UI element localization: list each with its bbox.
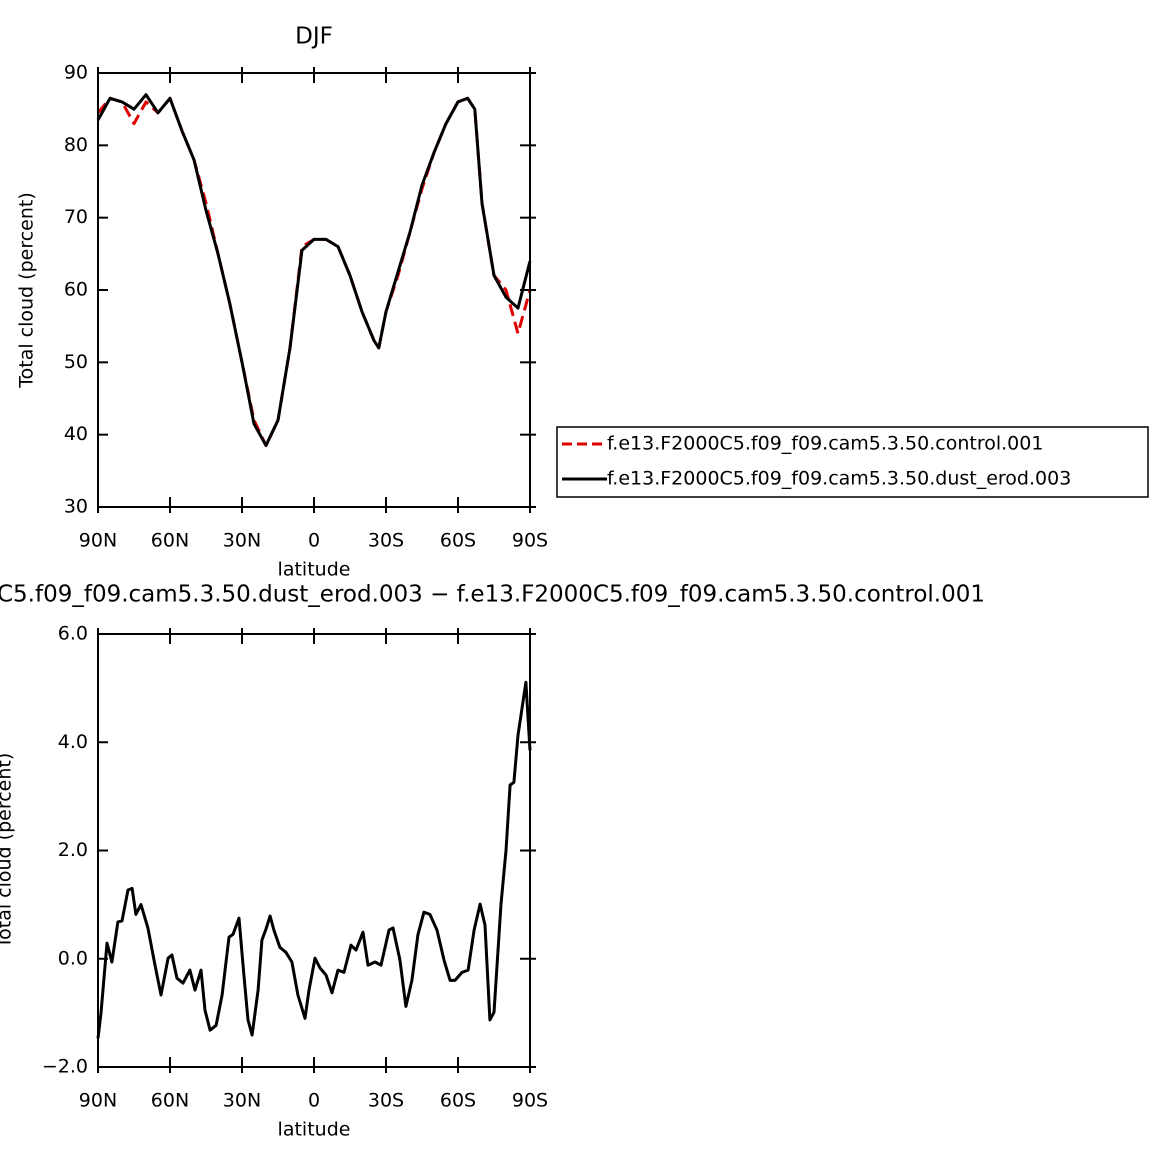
x-tick-label: 90N [79,530,117,552]
x-axis-label: latitude [278,559,351,581]
x-tick-label: 60N [151,1090,189,1112]
y-tick-label: 40 [64,423,88,445]
x-tick-label: 60S [440,1090,476,1112]
legend-label: f.e13.F2000C5.f09_f09.cam5.3.50.dust_ero… [607,468,1071,490]
data-line [96,680,532,1039]
y-axis-label: Total cloud (percent) [0,753,16,950]
y-axis-label: Total cloud (percent) [16,192,38,389]
y-tick-label: −2.0 [42,1056,88,1078]
x-tick-label: 60N [151,530,189,552]
data-line [96,96,532,447]
x-tick-label: 30S [368,1090,404,1112]
y-tick-label: 6.0 [58,623,88,645]
x-tick-label: 0 [308,1090,320,1112]
y-tick-label: 4.0 [58,731,88,753]
x-axis-label: latitude [278,1119,351,1141]
y-tick-label: 70 [64,206,88,228]
x-tick-label: 90S [512,530,548,552]
x-tick-label: 0 [308,530,320,552]
x-tick-label: 30S [368,530,404,552]
y-tick-label: 30 [64,496,88,518]
x-tick-label: 90N [79,1090,117,1112]
chart-title: DJF [295,24,333,50]
y-tick-label: 60 [64,279,88,301]
y-tick-label: 0.0 [58,947,88,969]
plot-frame [97,633,531,1068]
legend-box [556,426,1149,498]
plot-frame [97,72,531,508]
y-tick-label: 80 [64,134,88,156]
y-tick-label: 90 [64,62,88,84]
legend-label: f.e13.F2000C5.f09_f09.cam5.3.50.control.… [607,433,1043,455]
y-tick-label: 2.0 [58,839,88,861]
x-tick-label: 60S [440,530,476,552]
x-tick-label: 90S [512,1090,548,1112]
chart-title: f.e13.F2000C5.f09_f09.cam5.3.50.dust_ero… [0,582,985,608]
data-line [96,93,532,447]
y-tick-label: 50 [64,351,88,373]
x-tick-label: 30N [223,530,261,552]
x-tick-label: 30N [223,1090,261,1112]
